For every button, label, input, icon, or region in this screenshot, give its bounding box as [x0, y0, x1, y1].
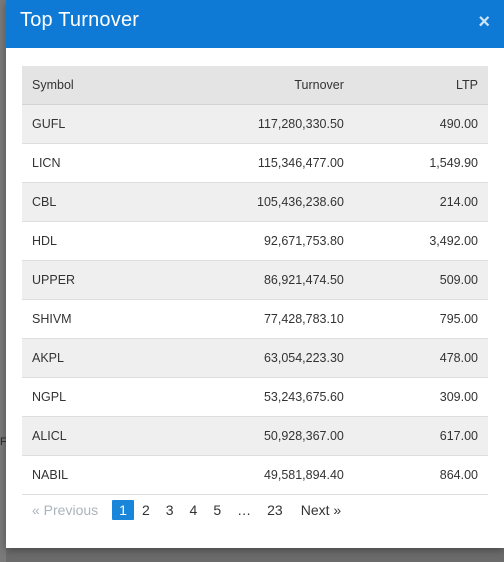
- cell-turnover: 92,671,753.80: [145, 221, 354, 261]
- table-row: NABIL 49,581,894.40 864.00: [22, 455, 488, 495]
- cell-ltp: 490.00: [353, 104, 488, 144]
- column-header-ltp[interactable]: LTP: [353, 66, 488, 105]
- cell-symbol: NABIL: [22, 455, 146, 495]
- cell-turnover: 115,346,477.00: [145, 143, 354, 183]
- pagination-page-1[interactable]: 1: [112, 499, 134, 520]
- cell-ltp: 617.00: [353, 416, 488, 456]
- table-row: SHIVM 77,428,783.10 795.00: [22, 299, 488, 339]
- pagination-page-4[interactable]: 4: [189, 501, 198, 518]
- cell-turnover: 105,436,238.60: [145, 182, 354, 222]
- table-row: CBL 105,436,238.60 214.00: [22, 182, 488, 222]
- cell-symbol: UPPER: [22, 260, 146, 300]
- table-row: LICN 115,346,477.00 1,549.90: [22, 143, 488, 183]
- cell-ltp: 214.00: [353, 182, 488, 222]
- table-row: UPPER 86,921,474.50 509.00: [22, 260, 488, 300]
- cell-symbol: LICN: [22, 143, 146, 183]
- table-row: AKPL 63,054,223.30 478.00: [22, 338, 488, 378]
- pagination-page-3[interactable]: 3: [165, 501, 174, 518]
- top-turnover-modal: Top Turnover × Symbol Turnover LTP GUFL …: [6, 0, 504, 548]
- modal-header: Top Turnover ×: [6, 0, 504, 48]
- pagination: « Previous 1 2 3 4 5 … 23 Next »: [22, 499, 488, 521]
- table-row: NGPL 53,243,675.60 309.00: [22, 377, 488, 417]
- pagination-next[interactable]: Next »: [300, 501, 342, 518]
- cell-turnover: 86,921,474.50: [145, 260, 354, 300]
- cell-turnover: 117,280,330.50: [145, 104, 354, 144]
- table-row: GUFL 117,280,330.50 490.00: [22, 104, 488, 144]
- cell-symbol: GUFL: [22, 104, 146, 144]
- pagination-ellipsis: …: [237, 501, 252, 518]
- cell-turnover: 53,243,675.60: [145, 377, 354, 417]
- cell-turnover: 50,928,367.00: [145, 416, 354, 456]
- table-header-row: Symbol Turnover LTP: [22, 66, 488, 105]
- backdrop-text-fragment: F: [0, 436, 6, 448]
- pagination-page-2[interactable]: 2: [141, 501, 150, 518]
- cell-ltp: 509.00: [353, 260, 488, 300]
- cell-turnover: 77,428,783.10: [145, 299, 354, 339]
- cell-ltp: 795.00: [353, 299, 488, 339]
- cell-symbol: AKPL: [22, 338, 146, 378]
- cell-symbol: ALICL: [22, 416, 146, 456]
- column-header-turnover[interactable]: Turnover: [145, 66, 354, 105]
- cell-ltp: 309.00: [353, 377, 488, 417]
- cell-ltp: 1,549.90: [353, 143, 488, 183]
- cell-ltp: 478.00: [353, 338, 488, 378]
- page-backdrop: [0, 0, 6, 562]
- pagination-page-last[interactable]: 23: [267, 501, 283, 518]
- modal-body: Symbol Turnover LTP GUFL 117,280,330.50 …: [6, 48, 504, 521]
- cell-ltp: 3,492.00: [353, 221, 488, 261]
- pagination-page-5[interactable]: 5: [213, 501, 222, 518]
- cell-symbol: NGPL: [22, 377, 146, 417]
- cell-symbol: SHIVM: [22, 299, 146, 339]
- table-row: HDL 92,671,753.80 3,492.00: [22, 221, 488, 261]
- table-row: ALICL 50,928,367.00 617.00: [22, 416, 488, 456]
- close-icon[interactable]: ×: [478, 11, 490, 33]
- modal-title: Top Turnover: [20, 8, 140, 31]
- turnover-table: Symbol Turnover LTP GUFL 117,280,330.50 …: [22, 66, 488, 495]
- cell-turnover: 49,581,894.40: [145, 455, 354, 495]
- cell-symbol: HDL: [22, 221, 146, 261]
- pagination-previous[interactable]: « Previous: [32, 501, 99, 518]
- cell-symbol: CBL: [22, 182, 146, 222]
- cell-turnover: 63,054,223.30: [145, 338, 354, 378]
- column-header-symbol[interactable]: Symbol: [22, 66, 146, 105]
- cell-ltp: 864.00: [353, 455, 488, 495]
